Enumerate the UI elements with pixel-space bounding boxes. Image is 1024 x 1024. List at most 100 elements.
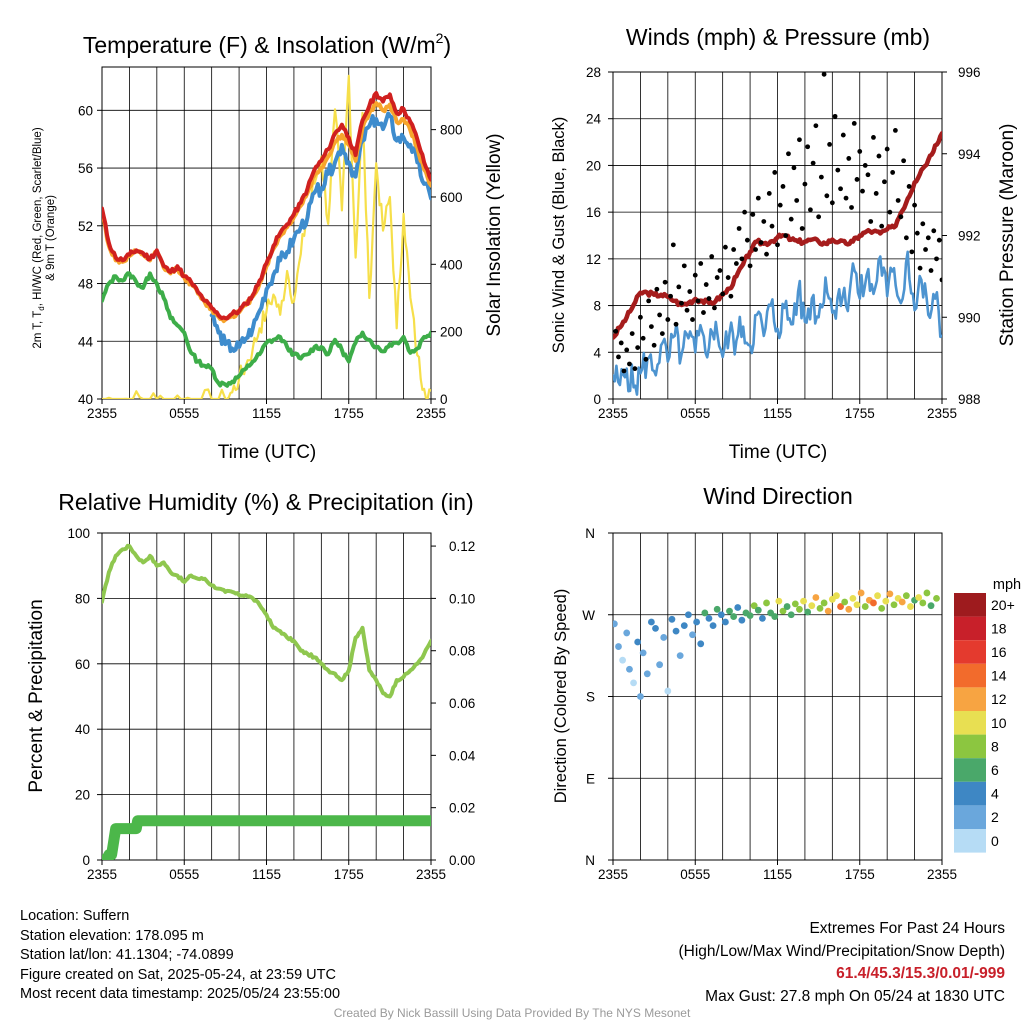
gust-point xyxy=(840,132,846,138)
wind-direction-point xyxy=(705,614,713,622)
gust-point xyxy=(690,317,695,322)
wind-direction-point xyxy=(643,670,651,678)
wind-direction-point xyxy=(668,615,676,623)
insolation-ytick-label: 800 xyxy=(440,123,463,138)
precipitation-ytick-label: 0.02 xyxy=(449,801,475,816)
colorbar-swatch xyxy=(954,758,986,782)
gust-point xyxy=(766,191,772,196)
precipitation-ytick-label: 0.00 xyxy=(449,853,475,868)
wind-direction-point xyxy=(845,605,853,613)
gust-point xyxy=(750,212,756,217)
wind-direction-point xyxy=(923,589,931,597)
colorbar-label: 0 xyxy=(991,833,999,849)
colorbar-label: 10 xyxy=(991,715,1007,731)
wind-direction-point xyxy=(738,616,746,624)
max-gust: Max Gust: 27.8 mph On 05/24 at 1830 UTC xyxy=(705,987,1005,1005)
wind-direction-point xyxy=(693,618,701,626)
extremes-heading: Extremes For Past 24 Hours xyxy=(809,920,1005,937)
gust-point xyxy=(890,170,896,175)
wind-direction-point xyxy=(680,622,688,630)
colorbar-swatch xyxy=(954,805,986,829)
wind-direction-point xyxy=(746,612,754,620)
precipitation-ytick-label: 0.08 xyxy=(449,644,475,659)
gust-point xyxy=(827,142,832,147)
gust-point xyxy=(755,195,761,201)
gust-point xyxy=(783,233,789,238)
gust-point xyxy=(725,275,731,280)
wind-direction-ytick-label: E xyxy=(586,771,595,786)
pressure-ytick-label: 992 xyxy=(958,229,981,244)
wind-direction-point xyxy=(861,603,869,610)
colorbar-label: 14 xyxy=(991,668,1007,684)
gust-point xyxy=(761,219,767,224)
colorbar-label: 18 xyxy=(991,620,1007,636)
gust-point xyxy=(775,242,780,248)
winds-panel: Winds (mph) & Pressure (mb) Sonic Wind &… xyxy=(550,24,1018,463)
wind-direction-point xyxy=(919,599,927,607)
gust-point xyxy=(882,179,887,185)
gust-point xyxy=(788,216,794,222)
humidity-ytick-label: 60 xyxy=(75,657,90,672)
gust-point xyxy=(684,307,690,313)
insolation-line xyxy=(102,74,431,399)
temperature-title: Temperature (F) & Insolation (W/m2) xyxy=(83,30,451,58)
winds-ytick-label: 20 xyxy=(586,158,601,173)
gust-point xyxy=(616,354,621,360)
gust-point xyxy=(884,146,890,152)
pressure-line xyxy=(613,131,942,340)
gust-point xyxy=(772,170,778,175)
wind-direction-point xyxy=(890,601,898,609)
wind-direction-point xyxy=(647,618,655,626)
gust-point xyxy=(914,230,920,236)
gust-point xyxy=(934,256,939,262)
gust-point xyxy=(744,237,750,243)
gust-point xyxy=(895,198,901,203)
station-info: Location: Suffern Station elevation: 178… xyxy=(20,907,340,1005)
precipitation-ytick-label: 0.12 xyxy=(449,539,475,554)
humidity-ytick-label: 0 xyxy=(82,853,90,868)
gust-point xyxy=(629,331,635,336)
gust-point xyxy=(936,237,942,243)
temperature-series-line xyxy=(209,111,431,354)
wind-direction-point xyxy=(927,602,935,610)
temperature-ytick-label: 60 xyxy=(78,103,93,118)
gust-point xyxy=(846,156,852,161)
insolation-ytick-label: 200 xyxy=(440,325,463,340)
gust-point xyxy=(843,195,849,201)
wind-direction-point xyxy=(726,607,733,615)
credit-line: Created By Nick Bassill Using Data Provi… xyxy=(333,1006,691,1020)
wind-direction-point xyxy=(664,687,672,695)
wind-direction-point xyxy=(808,602,816,610)
winds-xlabel: Time (UTC) xyxy=(729,442,828,463)
pressure-ytick-label: 990 xyxy=(958,310,981,325)
temperature-ytick-label: 48 xyxy=(78,277,93,292)
gust-point xyxy=(703,282,709,287)
winds-xtick-label: 1755 xyxy=(845,406,875,421)
gust-point xyxy=(931,228,937,234)
winds-xtick-label: 2355 xyxy=(927,406,957,421)
wind-direction-point xyxy=(791,600,799,608)
humidity-panel: Relative Humidity (%) & Precipitation (i… xyxy=(26,489,476,882)
wind-direction-point xyxy=(907,603,914,610)
gust-point xyxy=(621,368,627,374)
wind-direction-point xyxy=(626,665,633,673)
wind-direction-point xyxy=(717,611,725,619)
winds-ytick-label: 0 xyxy=(593,392,601,407)
gust-point xyxy=(917,265,923,271)
extremes-subheading: (High/Low/Max Wind/Precipitation/Snow De… xyxy=(678,942,1006,960)
recent-timestamp: Most recent data timestamp: 2025/05/24 2… xyxy=(20,986,341,1003)
gust-point xyxy=(898,214,904,220)
winds-ytick-label: 12 xyxy=(586,252,601,267)
gust-point xyxy=(791,165,797,171)
station-location: Location: Suffern xyxy=(20,908,130,924)
colorbar-label: 16 xyxy=(991,644,1007,660)
wind-direction-point xyxy=(660,634,668,641)
gust-point xyxy=(939,277,942,283)
gust-point xyxy=(651,342,657,348)
gust-point xyxy=(764,251,769,257)
wind-direction-point xyxy=(750,602,758,610)
wind-direction-ytick-label: W xyxy=(582,608,595,623)
winds-xtick-label: 1155 xyxy=(763,406,792,421)
wind-direction-point xyxy=(684,611,692,619)
gust-point xyxy=(808,207,813,213)
